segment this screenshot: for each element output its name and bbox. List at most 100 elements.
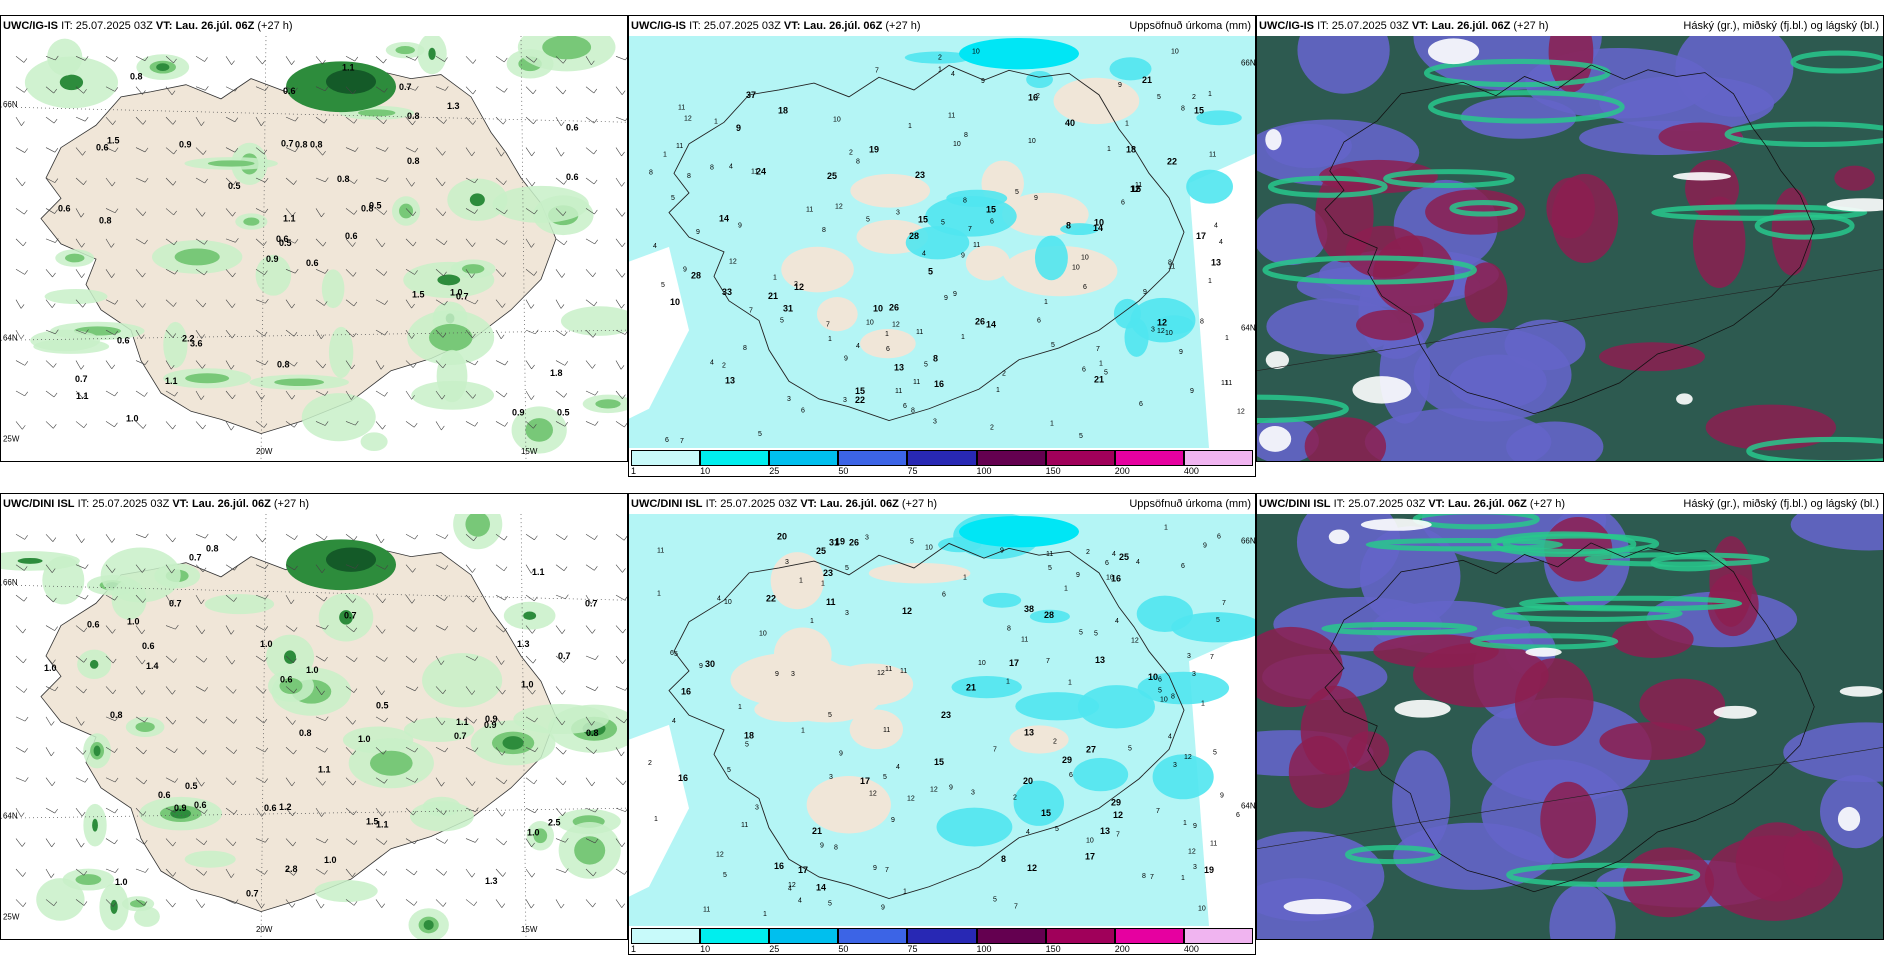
svg-text:11: 11 (913, 379, 920, 386)
svg-text:5: 5 (1094, 631, 1098, 638)
value-label: 13 (1095, 655, 1105, 665)
axis-label: 20W (256, 925, 273, 934)
svg-text:9: 9 (873, 865, 877, 872)
svg-text:2: 2 (990, 424, 994, 431)
colorbar-tick: 150 (1045, 466, 1061, 476)
valid-time: Lau. 26.júl. 06Z (1447, 498, 1527, 510)
value-label: 1.0 (450, 288, 462, 298)
svg-text:7: 7 (968, 226, 972, 233)
svg-text:1: 1 (738, 704, 742, 711)
svg-text:7: 7 (749, 308, 753, 315)
svg-text:8: 8 (1142, 873, 1146, 880)
panel-right-title: Uppsöfnuð úrkoma (mm) (1129, 20, 1251, 32)
value-label: 0.5 (279, 238, 291, 248)
value-label: 10 (670, 297, 680, 307)
svg-text:7: 7 (875, 67, 879, 74)
value-label: 1.5 (107, 135, 119, 145)
svg-text:11: 11 (885, 666, 892, 673)
svg-text:10: 10 (1072, 265, 1080, 272)
svg-text:6: 6 (1069, 772, 1073, 779)
svg-text:12: 12 (835, 204, 843, 211)
lead-time: (+27 h) (273, 498, 310, 510)
svg-text:9: 9 (738, 222, 742, 229)
svg-text:1: 1 (1064, 586, 1068, 593)
svg-text:11: 11 (1209, 152, 1216, 159)
svg-text:4: 4 (798, 898, 802, 905)
value-label: 0.9 (179, 140, 191, 150)
value-label: 37 (746, 90, 756, 100)
value-label: 15 (918, 214, 928, 224)
issue-label: IT: (689, 20, 701, 32)
value-label: 2.8 (285, 864, 297, 874)
svg-text:10: 10 (953, 141, 961, 148)
svg-text:1: 1 (908, 123, 912, 130)
colorbar-tick: 200 (1114, 944, 1130, 954)
value-label: 0.6 (158, 790, 170, 800)
svg-text:1: 1 (885, 331, 889, 338)
svg-text:1: 1 (1050, 420, 1054, 427)
colorbar-tick: 10 (700, 944, 711, 954)
colorbar-tick: 1 (631, 944, 637, 954)
svg-text:7: 7 (993, 746, 997, 753)
value-label: 1.0 (260, 639, 272, 649)
svg-text:11: 11 (916, 329, 923, 336)
colorbar-swatch (976, 928, 1046, 944)
value-label: 12 (794, 282, 804, 292)
map-panel-p4: UWC/DINI ISL IT: 25.07.2025 03Z VT: Lau.… (0, 493, 628, 940)
svg-text:4: 4 (896, 764, 900, 771)
value-label: 16 (1028, 93, 1038, 103)
colorbar-tick: 25 (769, 466, 780, 476)
value-label: 18 (1126, 145, 1136, 155)
svg-text:7: 7 (1096, 346, 1100, 353)
value-label: 18 (778, 106, 788, 116)
svg-text:9: 9 (820, 843, 824, 850)
svg-text:9: 9 (981, 78, 985, 85)
colorbar-swatch (769, 928, 839, 944)
svg-text:5: 5 (883, 774, 887, 781)
colorbar-tick: 100 (976, 466, 992, 476)
issue-label: IT: (1317, 20, 1329, 32)
value-label: 28 (1044, 610, 1054, 620)
value-label: 13 (725, 375, 735, 385)
value-label: 0.8 (299, 728, 311, 738)
svg-text:10: 10 (972, 49, 980, 56)
panel-header: UWC/IG-IS IT: 25.07.2025 03Z VT: Lau. 26… (1, 16, 627, 36)
value-label: 0.6 (264, 803, 276, 813)
svg-text:1: 1 (1181, 875, 1185, 882)
svg-text:9: 9 (1190, 388, 1194, 395)
svg-text:1: 1 (1125, 120, 1129, 127)
svg-text:10: 10 (1165, 330, 1173, 337)
svg-text:5: 5 (661, 282, 665, 289)
model-name: UWC/DINI ISL (3, 498, 75, 510)
value-label: 1.0 (521, 679, 533, 689)
svg-text:1: 1 (810, 618, 814, 625)
lead-time: (+27 h) (257, 20, 293, 32)
issue-label: IT: (1333, 498, 1346, 510)
svg-text:11: 11 (1225, 380, 1232, 387)
value-label: 0.5 (376, 701, 388, 711)
svg-text:11: 11 (703, 906, 710, 913)
svg-text:6: 6 (1105, 560, 1109, 567)
svg-text:10: 10 (1171, 49, 1179, 56)
colorbar: 1 10 25 50 75 100 150 200 400 (629, 926, 1255, 954)
map-panel-p3: UWC/IG-IS IT: 25.07.2025 03Z VT: Lau. 26… (1256, 15, 1884, 462)
value-label: 1.0 (358, 734, 370, 744)
svg-text:11: 11 (1210, 841, 1217, 848)
svg-text:9: 9 (1118, 82, 1122, 89)
value-label: 0.9 (266, 254, 278, 264)
lead-time: (+27 h) (1513, 20, 1549, 32)
svg-text:3: 3 (896, 210, 900, 217)
svg-text:1: 1 (657, 590, 661, 597)
svg-text:5: 5 (745, 742, 749, 749)
svg-text:7: 7 (1014, 903, 1018, 910)
model-name: UWC/DINI ISL (631, 498, 703, 510)
colorbar-swatch (1045, 928, 1115, 944)
svg-text:5: 5 (1157, 94, 1161, 101)
issue-time: 25.07.2025 03Z (1331, 20, 1409, 32)
panel-header: UWC/DINI ISL IT: 25.07.2025 03Z VT: Lau.… (1, 494, 627, 514)
svg-text:4: 4 (1112, 551, 1116, 558)
value-label: 1.1 (532, 567, 544, 577)
value-label: 0.7 (169, 598, 181, 608)
svg-text:3: 3 (1151, 326, 1155, 333)
issue-time: 25.07.2025 03Z (92, 498, 170, 510)
